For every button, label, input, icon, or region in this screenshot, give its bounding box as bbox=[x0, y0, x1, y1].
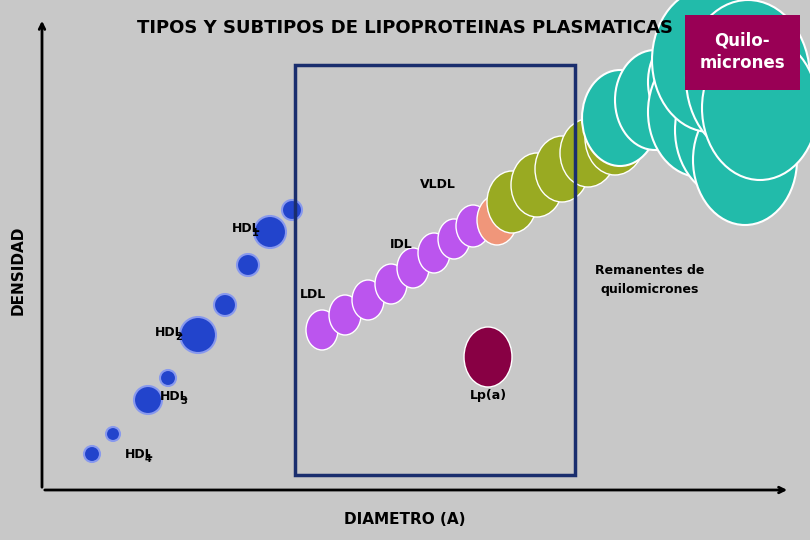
Ellipse shape bbox=[702, 36, 810, 180]
Text: 4: 4 bbox=[145, 454, 151, 464]
Ellipse shape bbox=[675, 62, 785, 198]
Ellipse shape bbox=[456, 205, 490, 247]
Ellipse shape bbox=[418, 233, 450, 273]
Bar bbox=[295, 65, 575, 475]
Ellipse shape bbox=[560, 119, 616, 187]
Ellipse shape bbox=[438, 219, 470, 259]
Text: 2: 2 bbox=[175, 332, 181, 342]
Text: DIAMETRO (A): DIAMETRO (A) bbox=[344, 512, 466, 528]
Text: LDL: LDL bbox=[300, 288, 326, 301]
Ellipse shape bbox=[582, 70, 658, 166]
Ellipse shape bbox=[106, 427, 120, 441]
Ellipse shape bbox=[329, 295, 361, 335]
Bar bbox=[685, 15, 800, 90]
Ellipse shape bbox=[464, 327, 512, 387]
Text: 1: 1 bbox=[252, 228, 258, 238]
Ellipse shape bbox=[648, 30, 732, 134]
Ellipse shape bbox=[652, 0, 768, 132]
Ellipse shape bbox=[511, 153, 563, 217]
Ellipse shape bbox=[615, 50, 695, 150]
Text: Remanentes de
quilomicrones: Remanentes de quilomicrones bbox=[595, 265, 705, 295]
Ellipse shape bbox=[693, 95, 797, 225]
Text: TIPOS Y SUBTIPOS DE LIPOPROTEINAS PLASMATICAS: TIPOS Y SUBTIPOS DE LIPOPROTEINAS PLASMA… bbox=[137, 19, 673, 37]
Ellipse shape bbox=[306, 310, 338, 350]
Ellipse shape bbox=[214, 294, 236, 316]
Text: DENSIDAD: DENSIDAD bbox=[11, 225, 25, 315]
Ellipse shape bbox=[84, 446, 100, 462]
Text: VLDL: VLDL bbox=[420, 179, 456, 192]
Ellipse shape bbox=[487, 171, 537, 233]
Ellipse shape bbox=[477, 195, 517, 245]
Ellipse shape bbox=[375, 264, 407, 304]
Ellipse shape bbox=[134, 386, 162, 414]
Text: Quilo-
micrones: Quilo- micrones bbox=[699, 32, 785, 72]
Ellipse shape bbox=[585, 101, 645, 175]
Ellipse shape bbox=[160, 370, 176, 386]
Text: HDL: HDL bbox=[125, 448, 154, 461]
Ellipse shape bbox=[237, 254, 259, 276]
Text: Lp(a): Lp(a) bbox=[470, 388, 506, 402]
Text: 3: 3 bbox=[180, 396, 187, 406]
Text: HDL: HDL bbox=[232, 221, 261, 234]
Ellipse shape bbox=[352, 280, 384, 320]
Text: IDL: IDL bbox=[390, 239, 413, 252]
Ellipse shape bbox=[180, 317, 216, 353]
Ellipse shape bbox=[535, 136, 589, 202]
Ellipse shape bbox=[686, 0, 810, 156]
Text: HDL: HDL bbox=[155, 326, 184, 339]
Ellipse shape bbox=[397, 248, 429, 288]
Ellipse shape bbox=[254, 216, 286, 248]
Ellipse shape bbox=[282, 200, 302, 220]
Ellipse shape bbox=[648, 47, 752, 177]
Text: HDL: HDL bbox=[160, 389, 189, 402]
